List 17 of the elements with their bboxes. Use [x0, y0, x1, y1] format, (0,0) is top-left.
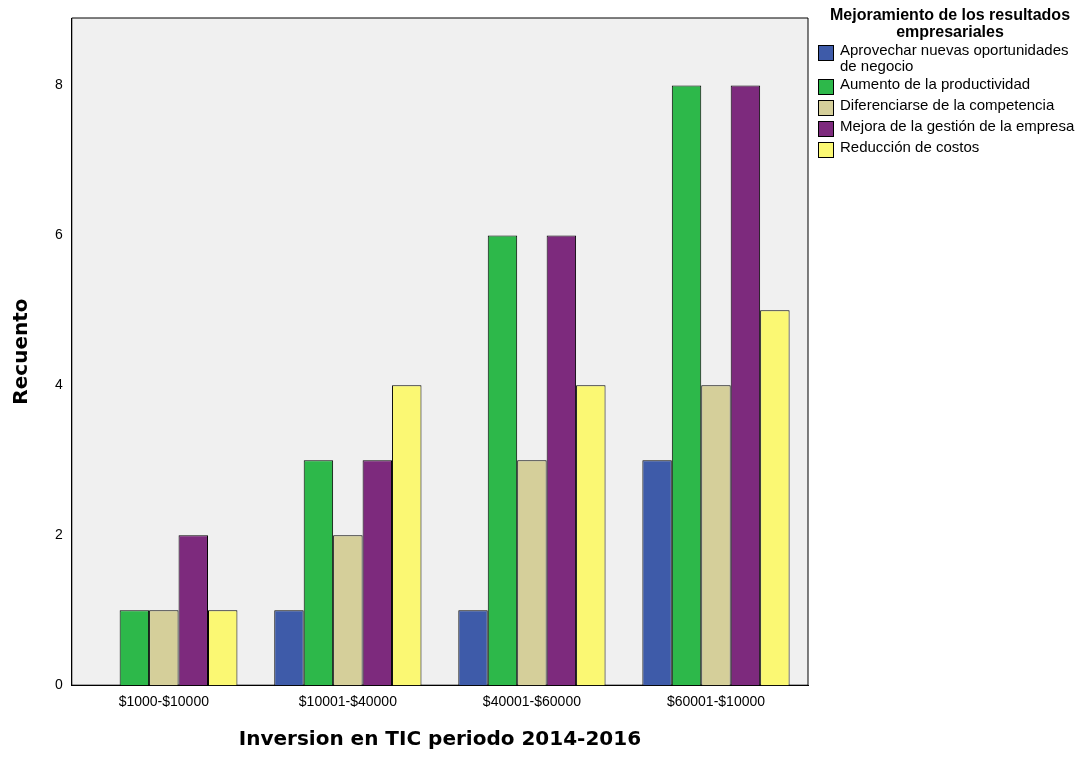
y-tick-label: 8 — [54, 76, 63, 93]
legend-label: Aumento de la productividad — [840, 75, 1031, 92]
legend-label: Aprovechar nuevas oportunidades de negocio — [840, 41, 1070, 74]
x-tick-label: $10001-$40000 — [298, 693, 398, 710]
legend-label: Mejora de la gestión de la empresa — [840, 117, 1075, 134]
legend-title: Mejoramiento de los resultados empresariales — [828, 6, 1072, 40]
legend-label: Diferenciarse de la competencia — [840, 96, 1055, 113]
x-axis-title: Inversion en TIC periodo 2014-2016 — [238, 726, 642, 751]
x-tick-label: $60001-$10000 — [666, 693, 766, 710]
y-tick-label: 6 — [54, 226, 63, 243]
legend-label: Reducción de costos — [840, 138, 980, 155]
y-tick-label: 4 — [54, 376, 63, 393]
x-tick-label: $40001-$60000 — [482, 693, 582, 710]
y-axis-title: Recuento — [8, 298, 33, 405]
y-tick-label: 0 — [54, 676, 63, 693]
x-tick-label: $1000-$10000 — [118, 693, 210, 710]
y-tick-label: 2 — [54, 526, 63, 543]
